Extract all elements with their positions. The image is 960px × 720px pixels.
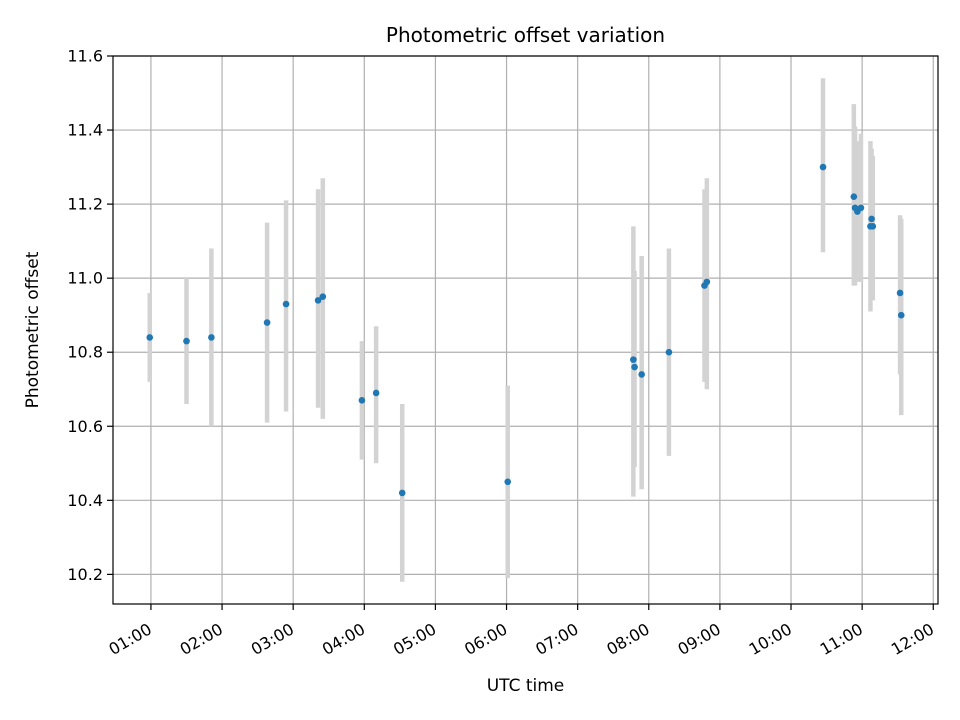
y-tick-label: 10.6 — [67, 417, 103, 436]
data-point — [504, 478, 512, 486]
data-point — [869, 223, 877, 230]
data-points — [146, 163, 905, 497]
data-point — [631, 363, 638, 371]
data-point — [868, 215, 875, 223]
data-point — [398, 489, 406, 497]
y-tick-label: 10.4 — [67, 491, 103, 510]
data-point — [897, 311, 905, 319]
data-point — [703, 278, 711, 286]
data-point — [319, 293, 327, 300]
data-point — [146, 334, 154, 341]
data-point — [263, 319, 271, 326]
data-point — [372, 389, 380, 397]
data-point — [850, 193, 858, 201]
y-axis-ticks: 10.2 10.4 10.6 10.8 11.0 11.2 11.4 11.6 — [67, 47, 113, 584]
plot-area-frame — [112, 55, 939, 605]
data-point — [183, 337, 190, 345]
y-tick-label: 10.2 — [67, 565, 103, 584]
data-point — [896, 289, 904, 297]
data-point — [282, 300, 290, 308]
y-tick-label: 11.4 — [67, 121, 103, 140]
y-tick-label: 11.0 — [67, 269, 103, 288]
chart-title: Photometric offset variation — [386, 23, 665, 47]
y-tick-label: 11.6 — [67, 47, 103, 66]
data-point — [638, 371, 645, 378]
y-tick-label: 10.8 — [67, 343, 103, 362]
x-axis-label: UTC time — [487, 676, 565, 696]
data-point — [358, 397, 366, 404]
data-point — [630, 356, 637, 363]
y-tick-label: 11.2 — [67, 195, 103, 214]
data-point — [314, 297, 322, 304]
data-point — [208, 334, 215, 341]
data-point — [819, 163, 827, 171]
data-point — [857, 204, 865, 212]
y-axis-label: Photometric offset — [23, 251, 43, 408]
data-point — [665, 348, 673, 356]
